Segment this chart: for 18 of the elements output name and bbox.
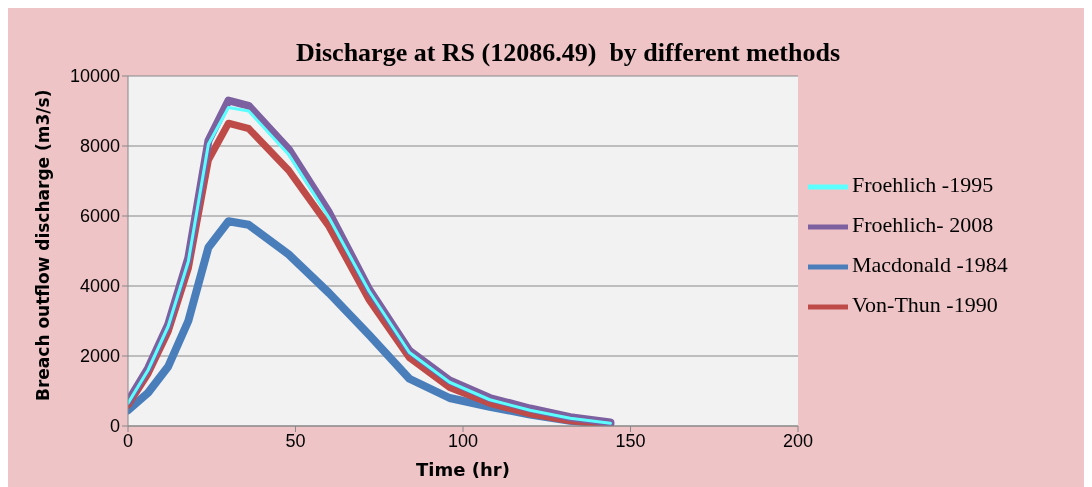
x-axis-title: Time (hr): [416, 459, 510, 480]
y-tick-label: 4000: [79, 276, 120, 297]
x-tick-label: 150: [615, 430, 646, 451]
x-tick-label: 50: [285, 430, 306, 451]
y-tick-label: 10000: [69, 66, 120, 87]
y-tick-label: 6000: [79, 206, 120, 227]
legend-label: Macdonald -1984: [852, 252, 1008, 278]
x-tick-label: 200: [782, 430, 814, 451]
x-tick-label: 100: [447, 430, 479, 451]
chart-title: Discharge at RS (12086.49) by different methods: [294, 38, 841, 68]
legend-label: Froehlich- 2008: [852, 212, 994, 238]
x-tick-label: 0: [122, 430, 134, 451]
legend-label: Von-Thun -1990: [852, 292, 998, 318]
y-tick-label: 0: [109, 416, 120, 437]
y-axis-title: Breach outflow discharge (m3/s): [33, 89, 54, 401]
y-tick-label: 8000: [79, 136, 120, 157]
legend-label: Froehlich -1995: [852, 172, 994, 198]
y-tick-label: 2000: [79, 346, 120, 367]
